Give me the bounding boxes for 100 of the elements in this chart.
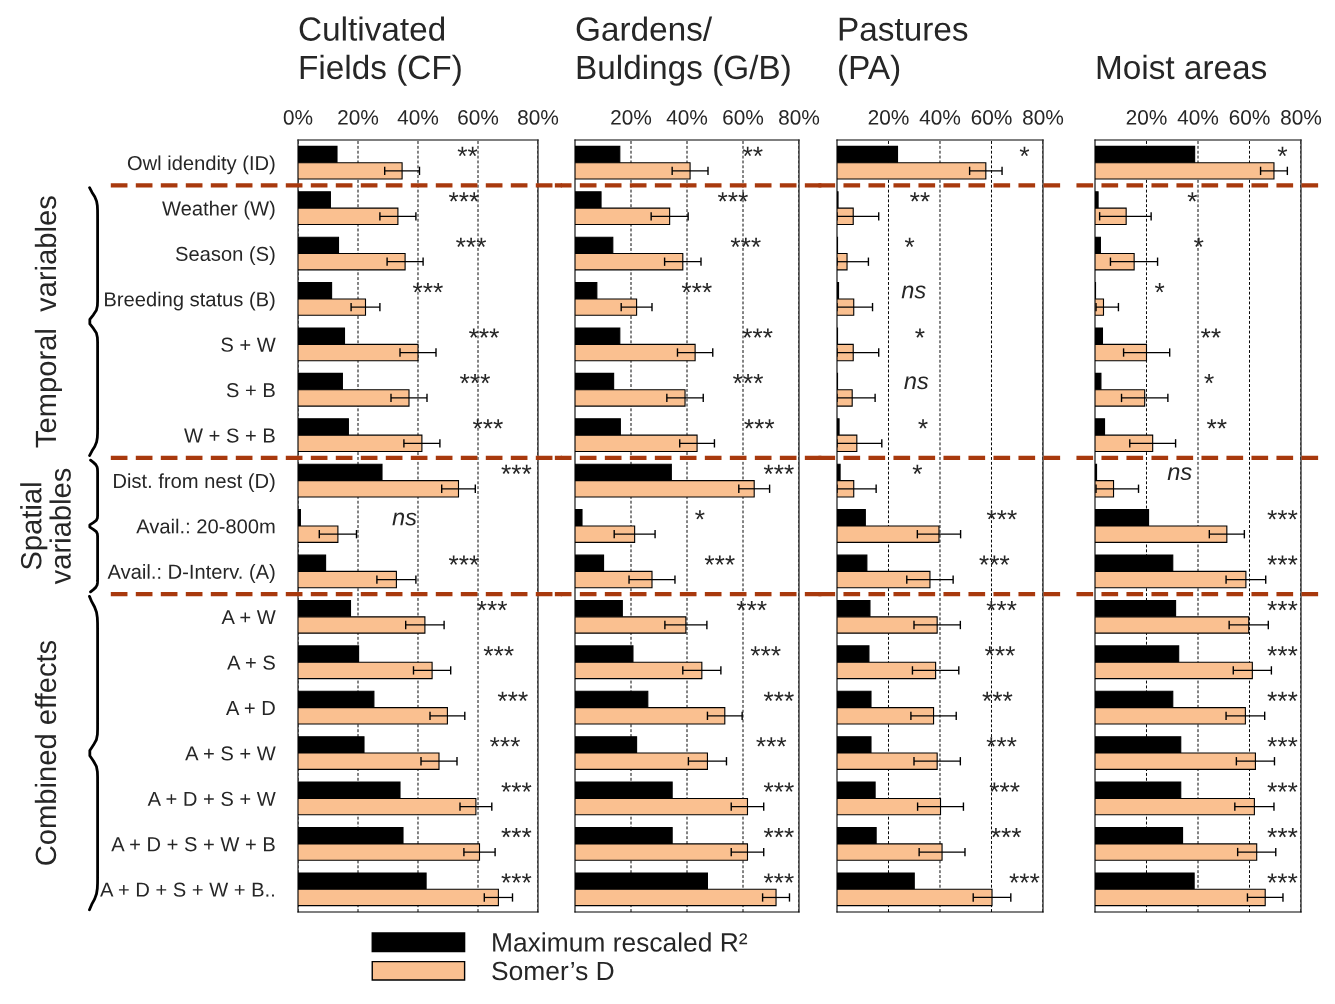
annotation: *** <box>756 737 787 747</box>
annotation: *** <box>985 646 1015 656</box>
y-tick-label: A + D + S + W + B.. <box>100 882 274 897</box>
y-tick-label: S + W <box>221 337 276 352</box>
annotation: * <box>912 464 923 474</box>
annotation: *** <box>501 873 532 883</box>
annotation: *** <box>460 373 490 384</box>
chart-title: Gardens/ Buldings (G/B) <box>576 16 790 86</box>
annotation: *** <box>456 237 487 247</box>
legend-label: Somer’s D <box>492 961 614 981</box>
x-tick-label: 80% <box>518 110 559 125</box>
y-tick-label: Dist. from nest (D) <box>114 473 275 493</box>
annotation: *** <box>412 283 443 293</box>
x-tick-label: 20% <box>338 110 379 125</box>
annotation: *** <box>986 737 1017 747</box>
annotation: ns <box>904 376 929 390</box>
annotation: *** <box>448 555 479 565</box>
text: Spatial variables <box>20 468 71 585</box>
annotation: *** <box>742 328 773 338</box>
y-tick-label: A + D <box>226 701 275 715</box>
annotation: *** <box>744 419 775 429</box>
annotation: *** <box>704 555 735 565</box>
annotation: *** <box>1267 646 1298 656</box>
annotation: ** <box>1206 419 1227 429</box>
y-tick-label: Avail.: 20-800m <box>136 518 275 534</box>
x-tick-label: 40% <box>397 110 439 125</box>
x-tick-label: 20% <box>611 110 652 125</box>
y-tick-label: S + B <box>226 383 275 398</box>
y-tick-label: A + D + S + W + B <box>111 837 275 852</box>
annotation: *** <box>991 828 1022 838</box>
annotation: *** <box>477 600 508 611</box>
annotation: * <box>1277 146 1288 157</box>
annotation: * <box>1187 192 1198 202</box>
annotation: * <box>1204 373 1214 384</box>
annotation: ns <box>901 285 926 299</box>
chart-title: Pastures (PA) <box>839 17 968 86</box>
annotation: *** <box>1267 510 1298 520</box>
annotation: *** <box>986 600 1017 611</box>
x-tick-label: 40% <box>666 110 708 125</box>
annotation: * <box>918 419 928 429</box>
annotation: * <box>915 328 925 338</box>
y-tick-label: W + S + B <box>184 428 275 443</box>
chart-title: Cultivated Fields (CF) <box>299 16 461 86</box>
annotation: *** <box>483 646 514 656</box>
annotation: ns <box>1167 467 1192 481</box>
annotation: *** <box>733 373 764 384</box>
x-tick-label: 20% <box>1126 110 1167 125</box>
annotation: *** <box>986 510 1017 520</box>
annotation: *** <box>1267 782 1298 792</box>
x-tick-label: 20% <box>868 110 909 125</box>
annotation: *** <box>501 828 532 838</box>
y-tick-label: Owl idendity (ID) <box>127 155 275 175</box>
annotation: *** <box>763 828 794 838</box>
x-tick-label: 60% <box>458 110 499 125</box>
x-tick-label: 60% <box>723 110 764 125</box>
annotation: *** <box>1267 737 1298 747</box>
text: Temporal variables <box>34 196 62 448</box>
y-tick-label: A + S <box>227 655 275 670</box>
annotation: *** <box>750 646 781 656</box>
x-tick-label: 80% <box>779 110 820 125</box>
annotation: *** <box>1267 873 1298 883</box>
annotation: *** <box>1267 555 1298 565</box>
legend-label: Maximum rescaled R² <box>493 932 748 952</box>
annotation: *** <box>717 192 748 202</box>
x-tick-label: 60% <box>971 110 1012 125</box>
annotation: *** <box>763 873 794 883</box>
y-tick-label: Avail.: D-Interv. (A) <box>107 564 275 583</box>
annotation: * <box>695 510 705 520</box>
y-tick-label: A + S + W <box>185 746 276 761</box>
text: Combined effects <box>34 640 57 865</box>
x-tick-label: 80% <box>1023 110 1064 125</box>
annotation: * <box>1194 237 1204 247</box>
annotation: ** <box>1201 328 1221 338</box>
annotation: *** <box>763 464 794 474</box>
x-tick-label: 60% <box>1229 110 1270 125</box>
y-tick-label: Season (S) <box>175 246 275 265</box>
annotation: ** <box>742 146 763 157</box>
annotation: *** <box>1009 873 1040 883</box>
annotation: *** <box>490 737 520 747</box>
annotation: ** <box>910 192 930 202</box>
annotation: * <box>1154 283 1165 293</box>
annotation: *** <box>1267 828 1298 838</box>
annotation: *** <box>763 782 794 792</box>
annotation: *** <box>982 691 1013 702</box>
annotation: ** <box>457 146 478 157</box>
annotation: *** <box>979 555 1010 565</box>
annotation: *** <box>501 782 532 792</box>
annotation: *** <box>763 691 794 702</box>
y-tick-label: Breeding status (B) <box>105 291 275 311</box>
annotation: *** <box>472 419 503 429</box>
annotation: *** <box>469 328 499 338</box>
y-tick-label: Weather (W) <box>162 200 275 220</box>
annotation: *** <box>989 782 1020 792</box>
annotation: * <box>1019 146 1030 157</box>
y-tick-label: A + W <box>221 610 276 625</box>
annotation: *** <box>501 464 532 474</box>
annotation: *** <box>681 283 712 293</box>
x-tick-label: 0% <box>283 110 313 125</box>
x-tick-label: 80% <box>1281 110 1322 125</box>
chart-title: Moist areas <box>1097 54 1267 80</box>
